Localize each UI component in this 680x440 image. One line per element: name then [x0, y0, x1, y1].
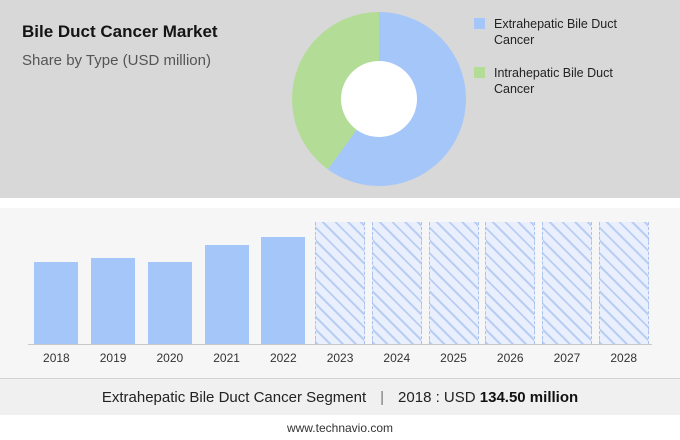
bar-column: [312, 222, 369, 344]
caption-value: 134.50 million: [479, 388, 579, 406]
bar-column: [198, 222, 255, 344]
legend-label: Extrahepatic Bile Duct Cancer: [494, 17, 617, 48]
donut-hole: [341, 61, 417, 137]
value-bar: [147, 262, 192, 344]
page-subtitle: Share by Type (USD million): [22, 52, 211, 69]
footer: www.technavio.com: [0, 415, 680, 440]
bar-column: [141, 222, 198, 344]
forecast-bar: [371, 222, 422, 344]
forecast-bar: [485, 222, 536, 344]
value-bar: [91, 258, 136, 344]
x-axis-label: 2018: [43, 351, 70, 365]
caption-value-text: 2018 : USD 134.50 million: [398, 389, 578, 406]
x-axis-label: 2021: [213, 351, 240, 365]
caption-separator: |: [380, 388, 385, 406]
x-axis-label: 2022: [269, 351, 297, 365]
bar-column: [539, 222, 596, 344]
donut-chart: [292, 12, 466, 186]
x-axis-label: 2027: [553, 351, 581, 365]
legend-item: Extrahepatic Bile Duct Cancer: [474, 16, 649, 49]
bar-chart-section: 2018 2019 2020 2021 2022 2023 2024 2025 2026 2027…: [0, 208, 680, 378]
bar-column: [595, 222, 652, 344]
forecast-bar: [315, 222, 366, 344]
forecast-bar: [428, 222, 479, 344]
legend-label: Intrahepatic Bile Duct Cancer: [494, 65, 613, 96]
caption-bar: Extrahepatic Bile Duct Cancer Segment | …: [0, 378, 680, 415]
bar-column: [28, 222, 85, 344]
bar-column: [482, 222, 539, 344]
bar-column: [255, 222, 312, 344]
bar-column: [85, 222, 142, 344]
x-axis: 2018 2019 2020 2021 2022 2023 2024 2025 2026 2027…: [28, 351, 652, 365]
x-axis-label: 2020: [156, 351, 184, 365]
bar-column: [425, 222, 482, 344]
legend-item: Intrahepatic Bile Duct Cancer: [474, 65, 649, 98]
donut-section: Bile Duct Cancer Market Share by Type (U…: [0, 0, 680, 198]
forecast-bar: [541, 222, 592, 344]
legend-swatch-icon: [474, 18, 485, 29]
x-axis-label: 2026: [496, 351, 524, 365]
bar-chart: [28, 222, 652, 345]
x-axis-label: 2025: [440, 351, 467, 365]
header: Bile Duct Cancer Market Share by Type (U…: [22, 22, 218, 69]
website-link[interactable]: www.technavio.com: [286, 420, 394, 435]
value-bar: [34, 261, 79, 344]
x-axis-label: 2023: [326, 351, 354, 365]
forecast-bar: [598, 222, 649, 344]
value-bar: [204, 244, 249, 344]
x-axis-label: 2024: [383, 351, 411, 365]
legend-swatch-icon: [474, 66, 485, 78]
segment-label: Extrahepatic Bile Duct Cancer Segment: [101, 388, 367, 406]
x-axis-label: 2028: [610, 351, 638, 365]
value-bar: [261, 237, 306, 344]
section-divider: [0, 198, 680, 208]
bar-column: [368, 222, 425, 344]
page-title: Bile Duct Cancer Market: [22, 22, 218, 41]
caption-value-prefix: 2018 : USD: [398, 388, 476, 406]
chart-legend: Extrahepatic Bile Duct Cancer Intrahepati…: [474, 16, 649, 113]
x-axis-label: 2019: [99, 351, 127, 365]
